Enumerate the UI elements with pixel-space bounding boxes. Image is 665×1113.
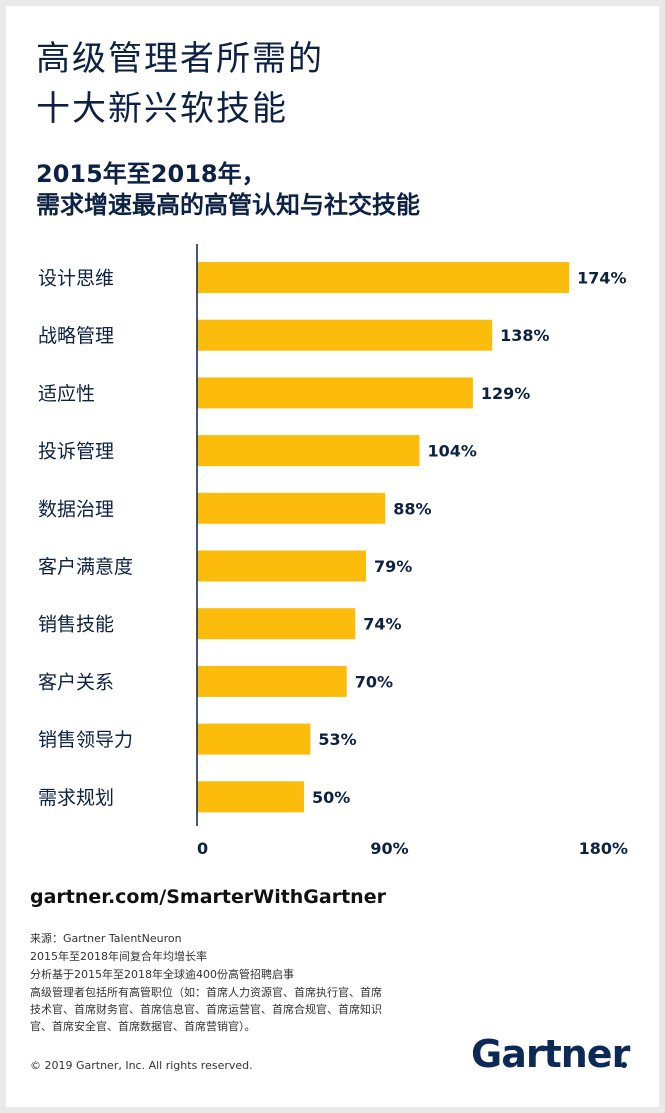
note-cagr: 2015年至2018年间复合年均增长率 [30, 950, 207, 963]
infographic-card: 高级管理者所需的 十大新兴软技能 2015年至2018年， 需求增速最高的高管认… [6, 6, 659, 1107]
subtitle-line-2: 需求增速最高的高管认知与社交技能 [36, 191, 420, 219]
smarter-with-gartner-link[interactable]: gartner.com/SmarterWithGartner [30, 886, 386, 908]
value-label: 174% [577, 269, 626, 288]
value-label: 138% [500, 326, 549, 345]
value-label: 129% [481, 384, 530, 403]
note-source: 来源：Gartner TalentNeuron [30, 932, 182, 945]
bar [197, 435, 420, 467]
note-definition: 高级管理者包括所有高管职位（如：首席人力资源官、首席执行官、首席技术官、首席财务… [30, 986, 382, 1033]
category-label: 销售领导力 [38, 729, 133, 751]
category-label: 销售技能 [38, 614, 114, 636]
bar [197, 262, 570, 293]
note-basis: 分析基于2015年至2018年全球逾400份高管招聘启事 [30, 968, 294, 981]
page-title: 高级管理者所需的 十大新兴软技能 [36, 34, 324, 134]
category-label: 数据治理 [38, 498, 114, 520]
category-label: 投诉管理 [38, 441, 114, 463]
chart-subtitle: 2015年至2018年， 需求增速最高的高管认知与社交技能 [36, 159, 420, 221]
bar [197, 319, 493, 351]
value-label: 88% [393, 499, 431, 518]
bar [197, 723, 311, 755]
title-line-1: 高级管理者所需的 [36, 39, 324, 79]
category-labels: 设计思维战略管理适应性投诉管理数据治理客户满意度销售技能客户关系销售领导力需求规… [38, 268, 133, 809]
category-label: 需求规划 [38, 787, 114, 809]
bar [197, 377, 473, 409]
bars [197, 262, 570, 813]
category-label: 战略管理 [38, 325, 114, 347]
value-label: 74% [363, 615, 401, 634]
value-label: 53% [318, 730, 356, 749]
logo-dot [621, 1062, 627, 1068]
title-line-2: 十大新兴软技能 [36, 89, 288, 129]
value-label: 50% [312, 788, 350, 807]
x-tick-label: 90% [370, 839, 408, 858]
category-label: 客户满意度 [38, 556, 133, 578]
bar [197, 665, 347, 697]
category-label: 客户关系 [38, 671, 114, 693]
bar [197, 492, 386, 524]
value-labels: 174% 138% 129% 104% 88% 79% 74% 70% 53% 50% [312, 269, 627, 807]
value-label: 104% [427, 442, 476, 461]
category-label: 设计思维 [38, 268, 114, 290]
value-label: 70% [355, 672, 393, 691]
copyright: © 2019 Gartner, Inc. All rights reserved… [30, 1059, 253, 1072]
gartner-logo: Gartner [471, 1032, 630, 1076]
value-label: 79% [374, 557, 412, 576]
source-notes: 来源：Gartner TalentNeuron 2015年至2018年间复合年均… [30, 930, 390, 1036]
category-label: 适应性 [38, 383, 95, 405]
subtitle-line-1: 2015年至2018年， [36, 160, 266, 188]
bar [197, 781, 304, 813]
bar [197, 608, 356, 640]
x-tick-label: 180% [579, 839, 628, 858]
x-axis-ticks: 0 90% 180% [197, 839, 628, 858]
x-tick-label: 0 [197, 839, 208, 858]
bar [197, 550, 366, 582]
bar-chart: 设计思维战略管理适应性投诉管理数据治理客户满意度销售技能客户关系销售领导力需求规… [38, 244, 628, 858]
